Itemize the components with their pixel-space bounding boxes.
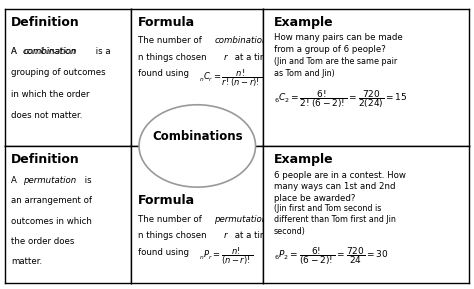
Text: combination: combination [22, 47, 76, 56]
Text: does not matter.: does not matter. [11, 111, 82, 120]
Text: n things chosen: n things chosen [138, 231, 209, 240]
Text: Example: Example [274, 153, 333, 166]
Text: r: r [224, 53, 227, 62]
Text: is: is [82, 176, 92, 185]
Text: grouping of outcomes: grouping of outcomes [11, 68, 106, 77]
Text: (Jin first and Tom second is
different than Tom first and Jin
second): (Jin first and Tom second is different t… [274, 203, 396, 236]
Text: of: of [281, 36, 292, 45]
Text: an arrangement of: an arrangement of [11, 197, 92, 205]
Text: (Jin and Tom are the same pair
as Tom and Jin): (Jin and Tom are the same pair as Tom an… [274, 57, 397, 77]
Text: outcomes in which: outcomes in which [11, 217, 92, 226]
Text: A: A [11, 176, 20, 185]
Text: A: A [11, 47, 20, 56]
Text: permutations: permutations [215, 214, 272, 224]
Text: $_{n}P_{r} = \dfrac{n!}{(n-r)!}$: $_{n}P_{r} = \dfrac{n!}{(n-r)!}$ [199, 245, 253, 267]
Text: in which the order: in which the order [11, 90, 90, 99]
Text: found using: found using [138, 247, 191, 257]
Text: How many pairs can be made
from a group of 6 people?: How many pairs can be made from a group … [274, 34, 402, 54]
Text: Combinations: Combinations [152, 129, 243, 142]
Text: n things chosen: n things chosen [138, 53, 209, 62]
Text: Formula: Formula [138, 194, 195, 207]
Text: r: r [224, 231, 227, 240]
Text: $_{6}P_{2} = \dfrac{6!}{(6-2)!} = \dfrac{720}{24} = 30$: $_{6}P_{2} = \dfrac{6!}{(6-2)!} = \dfrac… [274, 245, 388, 267]
Text: The number of: The number of [138, 214, 204, 224]
Text: permutation: permutation [23, 176, 76, 185]
Text: A combination is a
grouping of outcomes
in which the order
does not matter.: A combination is a grouping of outcomes … [11, 47, 106, 94]
Text: combinations: combinations [215, 36, 273, 45]
Text: Example: Example [274, 16, 333, 29]
Text: combination: combination [24, 47, 77, 56]
Text: Permutations: Permutations [150, 162, 245, 175]
Text: the order does: the order does [11, 237, 74, 246]
Text: at a time is: at a time is [232, 53, 283, 62]
Text: $_{n}C_{r} = \dfrac{n!}{r!(n-r)!}$: $_{n}C_{r} = \dfrac{n!}{r!(n-r)!}$ [199, 67, 263, 89]
Text: found using: found using [138, 69, 191, 78]
Text: A combination is a
grouping of outcomes
in which the order
does not matter.: A combination is a grouping of outcomes … [11, 47, 106, 94]
Text: matter.: matter. [11, 257, 42, 266]
Text: The number of: The number of [138, 36, 204, 45]
Text: Formula: Formula [138, 16, 195, 29]
Text: at a time is: at a time is [232, 231, 283, 240]
Text: Definition: Definition [11, 153, 80, 166]
Text: of: of [281, 214, 292, 224]
Text: Definition: Definition [11, 16, 80, 29]
Text: $_{6}C_{2} = \dfrac{6!}{2!(6-2)!} = \dfrac{720}{2(24)} = 15$: $_{6}C_{2} = \dfrac{6!}{2!(6-2)!} = \dfr… [274, 88, 407, 110]
Text: A: A [11, 47, 20, 56]
Text: 6 people are in a contest. How
many ways can 1st and 2nd
place be awarded?: 6 people are in a contest. How many ways… [274, 171, 406, 203]
Text: is a: is a [93, 47, 111, 56]
